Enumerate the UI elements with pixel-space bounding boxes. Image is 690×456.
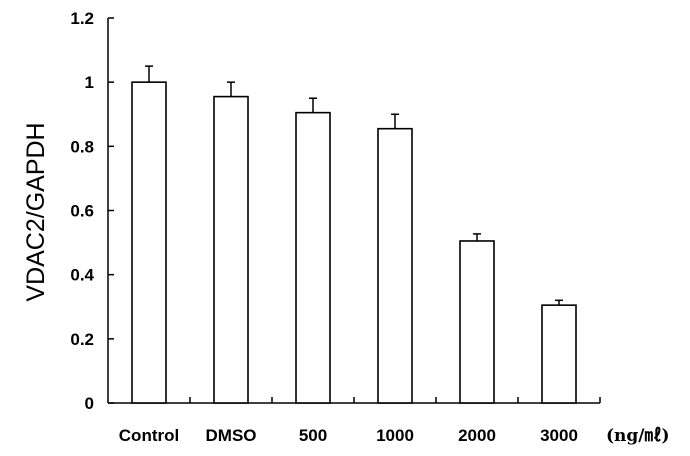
y-axis-title: VDAC2/GAPDH [22, 122, 50, 301]
y-tick-label: 0.6 [70, 202, 94, 221]
y-tick-label: 0.4 [70, 266, 94, 285]
x-tick-label: 500 [299, 426, 327, 445]
y-tick-label: 0.2 [70, 330, 94, 349]
x-tick-label: 3000 [540, 426, 578, 445]
x-unit-label: (ng/㎖) [606, 426, 670, 446]
y-tick-label: 0.8 [70, 137, 94, 156]
axes [107, 17, 601, 404]
bar [377, 127, 413, 404]
bar [295, 111, 331, 404]
x-tick-label: DMSO [206, 426, 257, 445]
y-tick-label: 0 [85, 394, 94, 413]
x-tick-label: Control [119, 426, 179, 445]
x-tick-label: 1000 [376, 426, 414, 445]
y-tick-label: 1 [85, 73, 94, 92]
x-tick-label: 2000 [458, 426, 496, 445]
bar [131, 81, 167, 404]
bar [541, 304, 577, 404]
y-tick-label: 1.2 [70, 9, 94, 28]
bars [131, 65, 577, 404]
bar [459, 240, 495, 404]
labels: 0 0.2 0.4 0.6 0.8 1 1.2 Control DMSO 500 1000 2000 3… [70, 9, 578, 445]
bar [213, 95, 249, 404]
